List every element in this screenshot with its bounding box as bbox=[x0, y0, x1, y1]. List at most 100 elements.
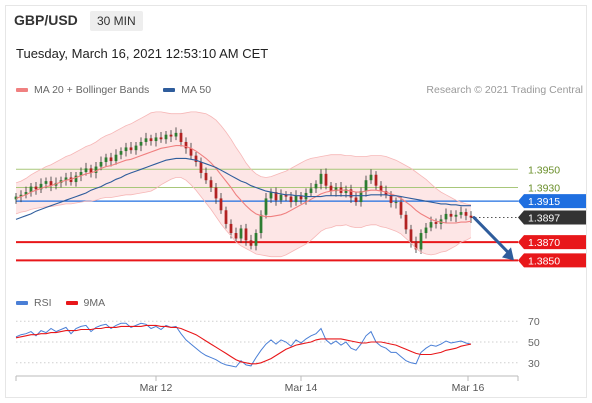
candle-body bbox=[409, 229, 413, 243]
candle-body bbox=[94, 166, 98, 173]
rsi-9ma-line bbox=[15, 324, 472, 365]
legend-label-ma50: MA 50 bbox=[181, 84, 212, 96]
candle-body bbox=[174, 132, 178, 137]
legend-swatch-9ma bbox=[65, 301, 78, 305]
candle-body bbox=[354, 197, 358, 203]
x-tick-label: Mar 16 bbox=[452, 382, 485, 394]
level-text: 1.3915 bbox=[528, 196, 560, 208]
candle-body bbox=[129, 147, 133, 151]
bollinger-lower-line bbox=[15, 177, 472, 258]
level-label-1.3870: 1.3870 bbox=[518, 235, 586, 250]
candle-body bbox=[124, 147, 128, 152]
candle-body bbox=[259, 214, 263, 234]
candle-body bbox=[309, 188, 313, 193]
candle-body bbox=[434, 222, 438, 224]
level-text: 1.3950 bbox=[528, 164, 560, 176]
level-text: 1.3897 bbox=[528, 213, 560, 225]
candle-body bbox=[369, 174, 373, 181]
legend-swatch-rsi bbox=[16, 301, 28, 305]
candle-body bbox=[139, 141, 143, 146]
candle-body bbox=[249, 240, 253, 246]
legend-swatch-bollinger bbox=[16, 88, 28, 92]
candle-body bbox=[99, 162, 103, 167]
candle-body bbox=[49, 181, 53, 186]
candle-body bbox=[134, 145, 138, 151]
candle-body bbox=[464, 212, 468, 216]
bollinger-upper-line bbox=[15, 111, 472, 206]
candle-body bbox=[254, 233, 258, 246]
candle-body bbox=[344, 189, 348, 193]
candle-body bbox=[214, 187, 218, 199]
legend-label-9ma: 9MA bbox=[83, 297, 106, 309]
candle-body bbox=[229, 223, 233, 234]
level-label-1.3915: 1.3915 bbox=[518, 194, 586, 209]
candle-body bbox=[119, 151, 123, 155]
candle-body bbox=[389, 194, 393, 203]
candle-body bbox=[79, 172, 83, 176]
candle-body bbox=[394, 202, 398, 204]
level-text: 1.3930 bbox=[528, 183, 560, 195]
candle-body bbox=[399, 202, 403, 215]
candle-body bbox=[349, 189, 353, 198]
candle-body bbox=[24, 192, 28, 195]
rsi-tick-label: 70 bbox=[528, 316, 540, 328]
x-tick-label: Mar 14 bbox=[285, 382, 318, 394]
level-tag bbox=[518, 210, 586, 225]
candle-body bbox=[194, 155, 198, 163]
candle-body bbox=[379, 185, 383, 192]
candle-body bbox=[34, 186, 38, 190]
candle-body bbox=[114, 154, 118, 162]
candle-body bbox=[19, 194, 23, 197]
candle-body bbox=[149, 138, 153, 142]
legend-swatch-ma50 bbox=[163, 88, 176, 92]
candle-body bbox=[29, 186, 33, 193]
level-tag bbox=[518, 253, 586, 268]
candle-body bbox=[419, 233, 423, 250]
instrument-symbol: GBP/USD bbox=[14, 12, 78, 28]
candle-body bbox=[284, 194, 288, 197]
price-legend: MA 20 + Bollinger Bands MA 50 bbox=[16, 84, 211, 96]
level-tag bbox=[518, 194, 586, 209]
candle-body bbox=[374, 174, 378, 186]
candle-body bbox=[429, 222, 433, 228]
chart-widget: GBP/USD 30 MIN Tuesday, March 16, 2021 1… bbox=[5, 5, 587, 398]
candle-body bbox=[209, 180, 213, 188]
rsi-tick-label: 50 bbox=[528, 337, 540, 349]
candle-body bbox=[164, 134, 168, 140]
candle-body bbox=[314, 183, 318, 189]
candle-body bbox=[264, 198, 268, 215]
level-label-1.3897: 1.3897 bbox=[518, 210, 586, 225]
candle-body bbox=[64, 177, 68, 181]
candle-body bbox=[169, 134, 173, 137]
candle-body bbox=[319, 173, 323, 184]
candle-body bbox=[204, 172, 208, 181]
candle-body bbox=[104, 157, 108, 163]
candle-body bbox=[404, 214, 408, 230]
candle-body bbox=[224, 210, 228, 224]
candle-body bbox=[364, 180, 368, 192]
candle-body bbox=[234, 233, 238, 239]
rsi-legend: RSI 9MA bbox=[16, 297, 105, 309]
interval-badge[interactable]: 30 MIN bbox=[90, 11, 143, 31]
candle-body bbox=[239, 228, 243, 239]
candle-body bbox=[289, 196, 293, 203]
candle-body bbox=[89, 168, 93, 173]
candle-body bbox=[159, 137, 163, 140]
candle-body bbox=[109, 157, 113, 162]
candle-body bbox=[359, 191, 363, 203]
projection-arrow-shaft bbox=[472, 216, 512, 256]
candle-body bbox=[269, 192, 273, 199]
candle-body bbox=[219, 198, 223, 211]
candle-body bbox=[39, 183, 43, 190]
chart-header: GBP/USD 30 MIN bbox=[6, 6, 586, 36]
candle-body bbox=[294, 195, 298, 203]
candle-body bbox=[154, 137, 158, 142]
candle-body bbox=[384, 191, 388, 195]
candle-body bbox=[454, 214, 458, 217]
level-text: 1.3850 bbox=[528, 255, 560, 267]
candle-body bbox=[424, 227, 428, 234]
candle-body bbox=[279, 194, 283, 201]
level-label-1.3930: 1.3930 bbox=[528, 183, 560, 195]
candle-body bbox=[44, 181, 48, 184]
